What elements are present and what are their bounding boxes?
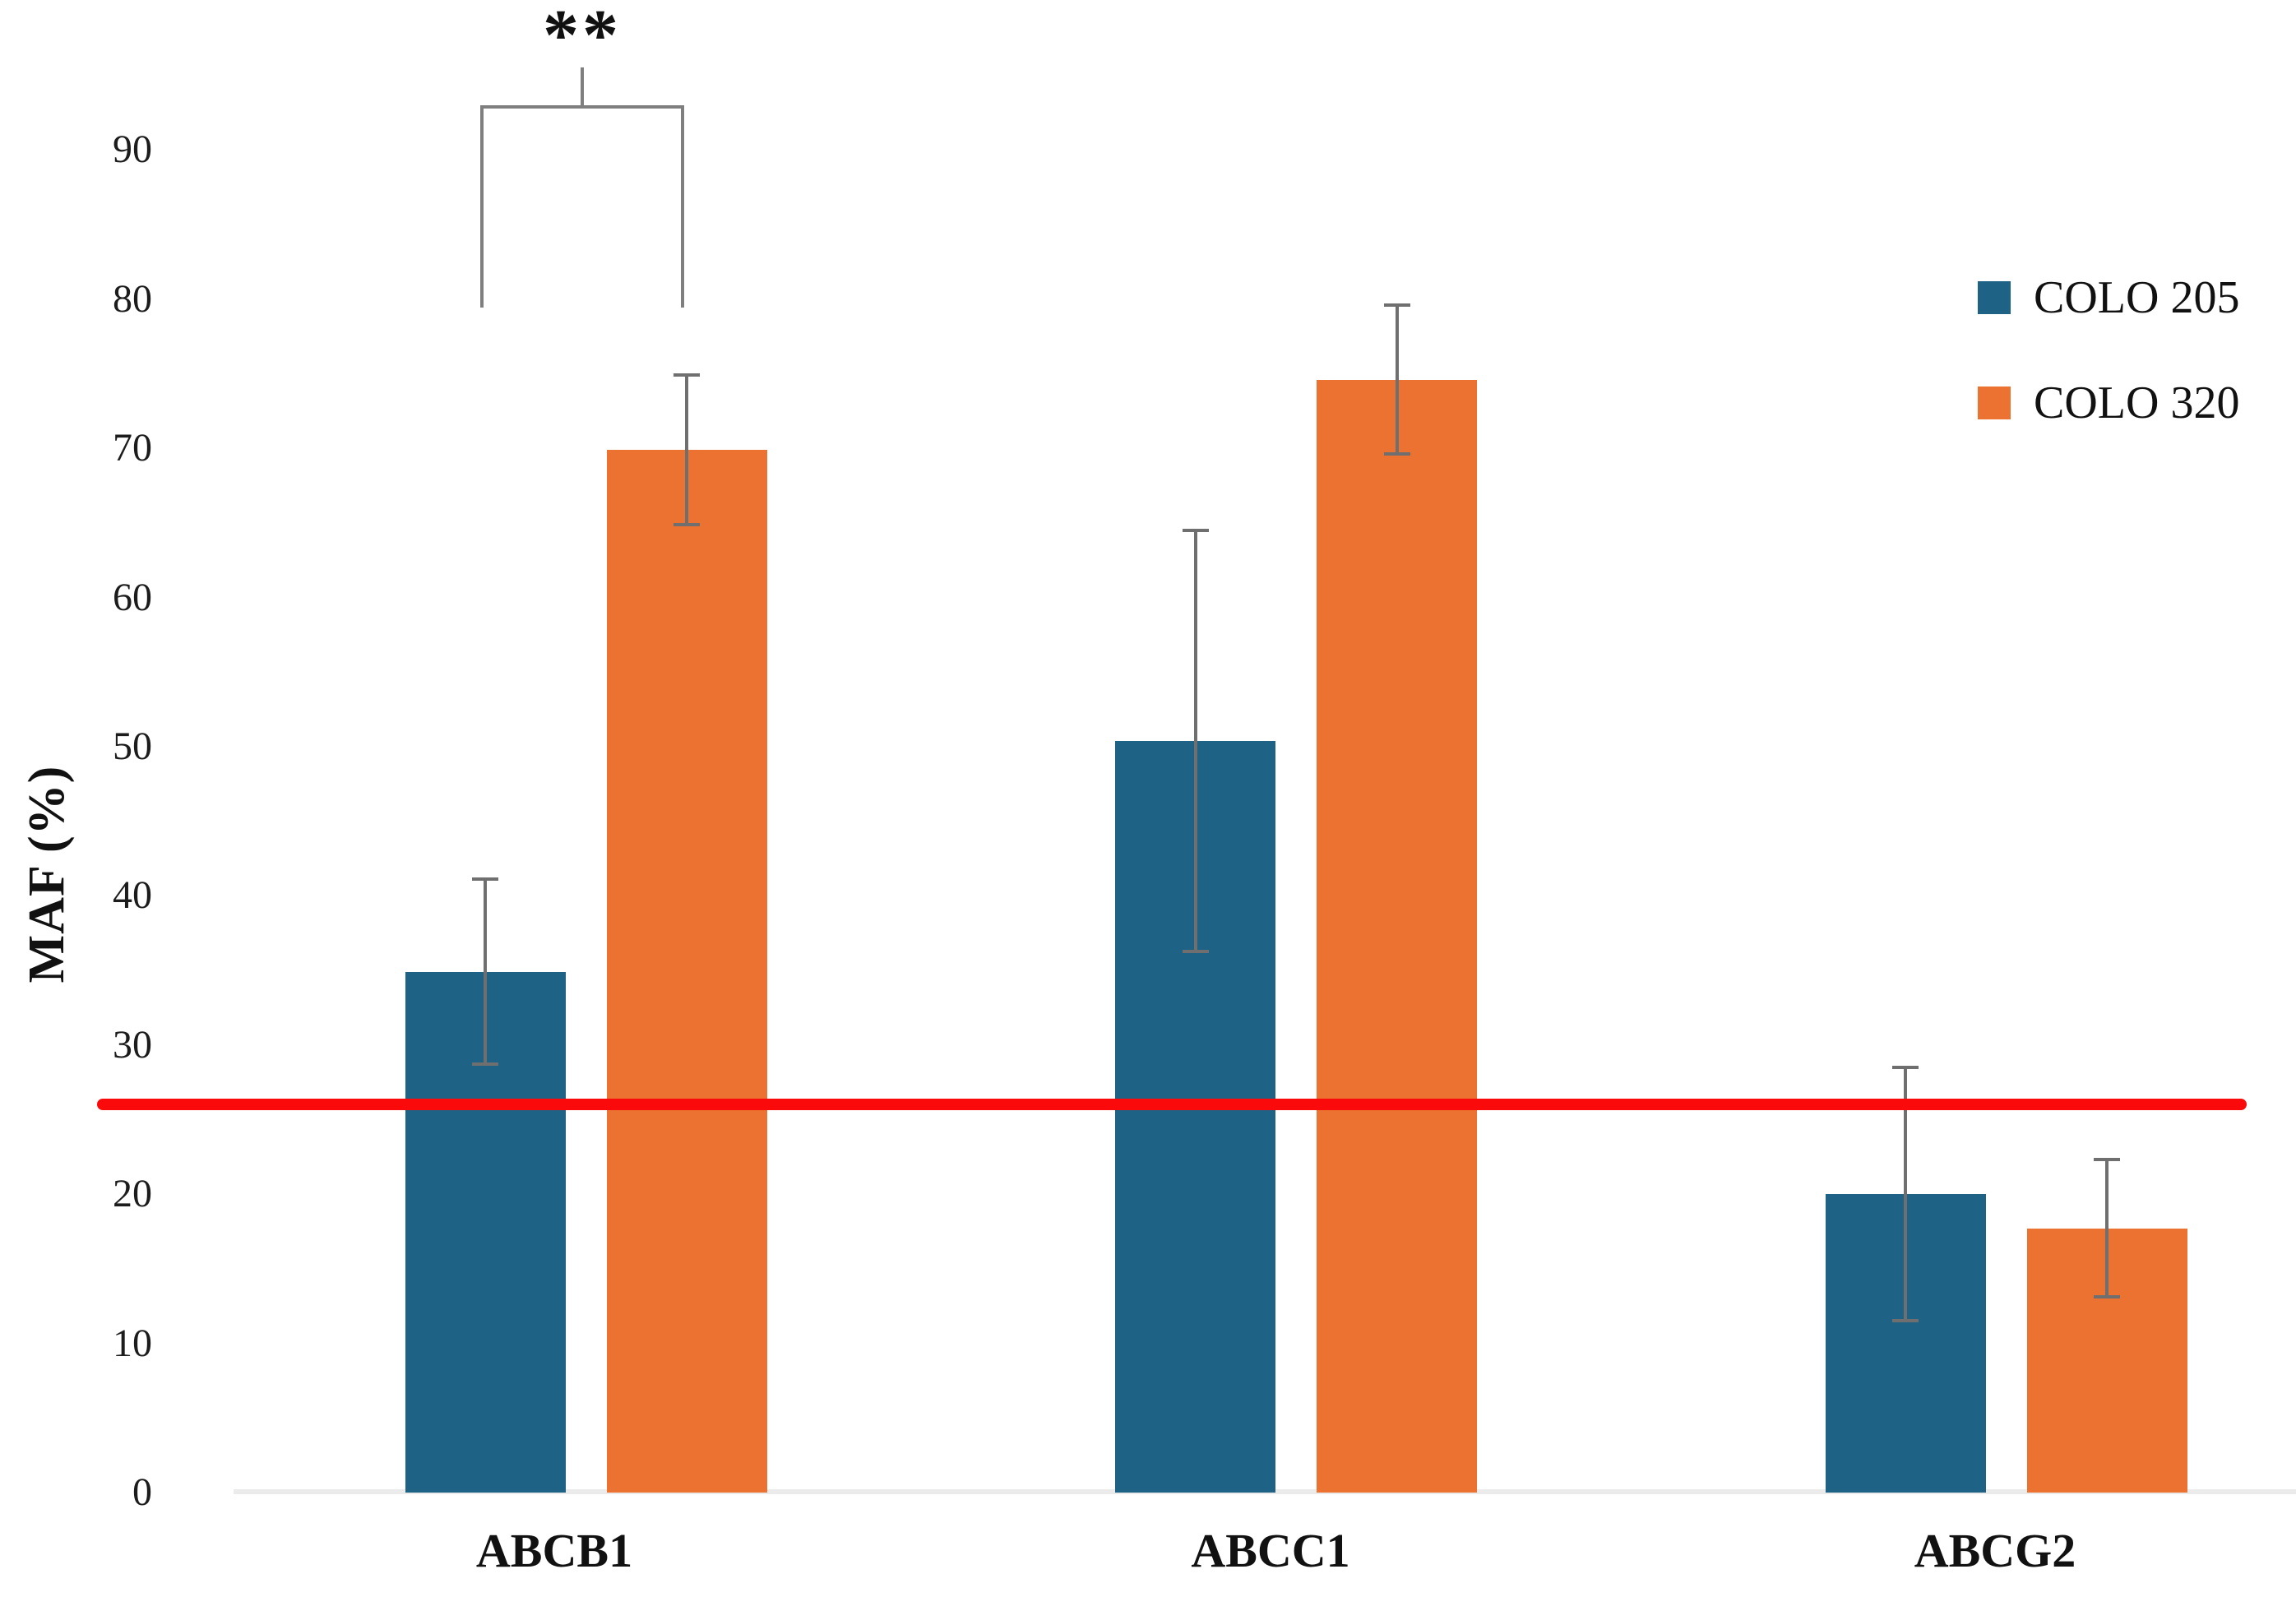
error-bar-cap	[1892, 1319, 1919, 1323]
significance-stars: **	[543, 0, 622, 76]
error-bar-cap	[472, 1062, 498, 1067]
legend-item-colo-320: COLO 320	[1978, 377, 2239, 428]
y-tick-label-0: 0	[132, 1470, 152, 1514]
significance-bracket-left-leg	[480, 105, 484, 308]
y-tick-label-20: 20	[113, 1172, 152, 1216]
y-tick-label-60: 60	[113, 575, 152, 619]
legend-swatch-colo-205-icon	[1978, 281, 2011, 314]
error-bar	[1193, 530, 1197, 951]
x-axis-label-abcg2: ABCG2	[1914, 1524, 2076, 1577]
error-bar-cap	[1383, 303, 1410, 308]
significance-bracket-right-leg	[681, 105, 684, 308]
error-bar-cap	[1383, 452, 1410, 456]
error-bar-cap	[1182, 949, 1209, 953]
bar-abcb1-colo-320	[606, 450, 767, 1493]
error-bar	[2105, 1160, 2109, 1298]
error-bar-cap	[472, 877, 498, 882]
legend-item-colo-205: COLO 205	[1978, 272, 2239, 323]
legend-swatch-colo-320-icon	[1978, 387, 2011, 419]
significance-bracket-stub	[581, 67, 584, 105]
error-bar-cap	[1892, 1066, 1919, 1069]
error-bar	[685, 375, 688, 525]
threshold-line	[97, 1099, 2247, 1111]
error-bar-cap	[674, 522, 700, 526]
y-tick-label-30: 30	[113, 1022, 152, 1067]
error-bar-cap	[674, 373, 700, 377]
legend-label-colo-320: COLO 320	[2034, 377, 2240, 428]
x-axis-label-abcb1: ABCB1	[475, 1524, 633, 1577]
y-tick-label-50: 50	[113, 724, 152, 768]
error-bar-cap	[2094, 1158, 2120, 1162]
error-bar-cap	[1182, 528, 1209, 532]
bar-abcc1-colo-320	[1317, 379, 1477, 1493]
significance-bracket-top	[480, 105, 684, 109]
y-tick-label-90: 90	[113, 127, 152, 172]
error-bar	[1395, 305, 1399, 455]
y-tick-label-40: 40	[113, 873, 152, 918]
y-tick-label-10: 10	[113, 1321, 152, 1365]
error-bar	[484, 879, 487, 1065]
legend-label-colo-205: COLO 205	[2034, 272, 2240, 323]
y-tick-label-70: 70	[113, 426, 152, 470]
y-tick-label-80: 80	[113, 276, 152, 321]
error-bar	[1904, 1067, 1907, 1322]
x-axis-label-abcc1: ABCC1	[1191, 1524, 1350, 1577]
error-bar-cap	[2094, 1295, 2120, 1299]
